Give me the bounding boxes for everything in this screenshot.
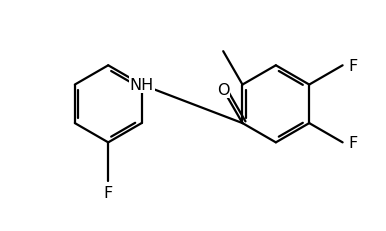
Text: F: F (103, 185, 113, 200)
Text: NH: NH (129, 78, 154, 93)
Text: F: F (349, 135, 358, 150)
Text: F: F (349, 58, 358, 73)
Text: O: O (217, 83, 229, 98)
